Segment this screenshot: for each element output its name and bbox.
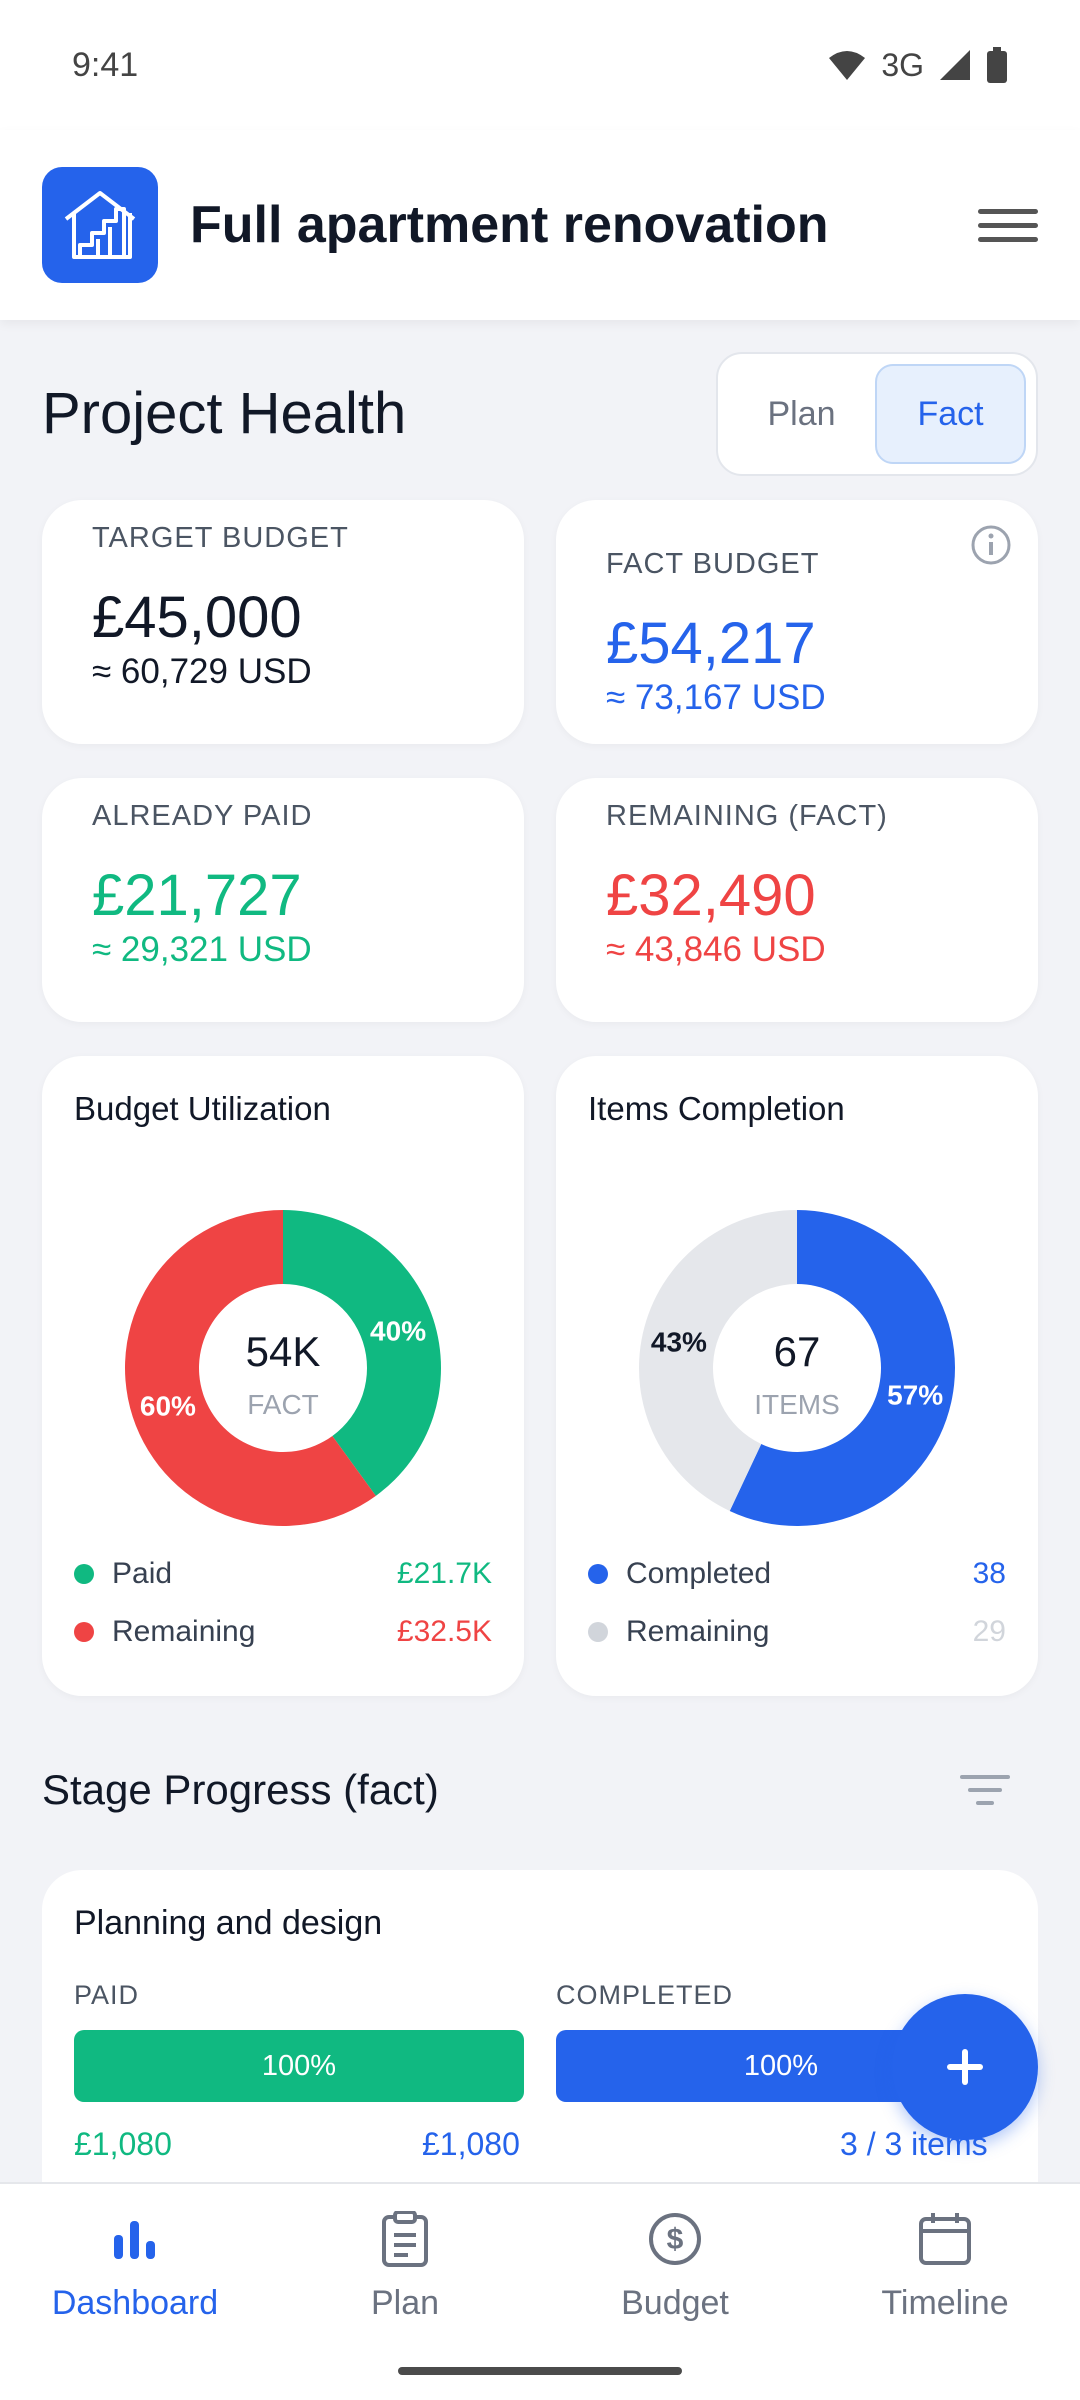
- stat-label: REMAINING (FACT): [606, 800, 888, 832]
- stage-name: Planning and design: [74, 1904, 383, 1942]
- legend-dot-completed: [588, 1564, 608, 1584]
- chart-title: Items Completion: [588, 1090, 845, 1127]
- legend-dot-remaining: [74, 1622, 94, 1642]
- completed-label: COMPLETED: [556, 1980, 734, 2010]
- donut-pct-label-remaining: 43%: [651, 1327, 707, 1358]
- paid-label: PAID: [74, 1980, 140, 2010]
- legend-label: Remaining: [112, 1615, 256, 1648]
- stat-label: FACT BUDGET: [606, 548, 820, 580]
- home-indicator: [398, 2367, 682, 2375]
- donut-slice-remaining: [124, 1210, 376, 1526]
- legend-remaining: Remaining 29: [588, 1612, 1006, 1652]
- nav-budget[interactable]: $ Budget: [540, 2204, 810, 2334]
- bar-chart-icon: [114, 2221, 155, 2259]
- stat-sub: ≈ 73,167 USD: [606, 678, 826, 717]
- paid-progress-bar: 100%: [74, 2030, 524, 2102]
- cell-signal-icon: [940, 50, 970, 80]
- stat-value: £54,217: [606, 611, 816, 676]
- clipboard-icon: [382, 2211, 428, 2267]
- legend-completed: Completed 38: [588, 1554, 1006, 1594]
- nav-plan[interactable]: Plan: [270, 2204, 540, 2334]
- stat-value: £21,727: [92, 863, 302, 928]
- calendar-icon: [919, 2213, 971, 2265]
- legend-remaining: Remaining £32.5K: [74, 1612, 492, 1652]
- network-type: 3G: [881, 46, 924, 83]
- status-time: 9:41: [72, 45, 139, 84]
- toggle-fact[interactable]: Fact: [875, 364, 1026, 464]
- chart-title: Budget Utilization: [74, 1090, 331, 1127]
- stat-label: ALREADY PAID: [92, 800, 313, 832]
- plus-icon: [947, 2049, 983, 2085]
- stage-card[interactable]: Planning and design PAID COMPLETED 100% …: [42, 1870, 1038, 2190]
- nav-label: Dashboard: [51, 2284, 219, 2322]
- legend-value: 38: [972, 1557, 1006, 1590]
- donut-slice-paid: [283, 1210, 441, 1496]
- budget-utilization-card: Budget Utilization 40% 60% 54K FACT Paid £2…: [42, 1056, 524, 1696]
- nav-timeline[interactable]: Timeline: [810, 2204, 1080, 2334]
- donut-center-label: ITEMS: [754, 1389, 840, 1420]
- page-title: Project Health: [42, 381, 407, 446]
- donut-slice-completed: [729, 1210, 955, 1526]
- donut-center-label: FACT: [247, 1389, 319, 1420]
- battery-icon: [987, 47, 1007, 83]
- items-completion-card: Items Completion 57% 43% 67 ITEMS Completed…: [556, 1056, 1038, 1696]
- bottom-nav: Dashboard Plan $ Budget: [0, 2182, 1080, 2400]
- stat-sub: ≈ 60,729 USD: [92, 652, 312, 691]
- nav-label: Timeline: [881, 2284, 1009, 2322]
- legend-label: Remaining: [626, 1615, 770, 1648]
- legend-value: £21.7K: [396, 1557, 492, 1590]
- legend-value: £32.5K: [396, 1615, 492, 1648]
- donut-pct-label-completed: 57%: [887, 1379, 943, 1410]
- items-donut-chart: 57% 43% 67 ITEMS: [639, 1210, 955, 1526]
- total-amount: £1,080: [422, 2126, 520, 2162]
- nav-dashboard[interactable]: Dashboard: [0, 2204, 270, 2334]
- stat-sub: ≈ 43,846 USD: [606, 930, 826, 969]
- donut-center-value: 54K: [246, 1328, 321, 1375]
- already-paid-card: ALREADY PAID £21,727 ≈ 29,321 USD: [42, 778, 524, 1022]
- legend-label: Completed: [626, 1557, 772, 1590]
- paid-amount: £1,080: [74, 2126, 172, 2162]
- plan-fact-toggle: Plan Fact: [716, 352, 1038, 476]
- target-budget-card: TARGET BUDGET £45,000 ≈ 60,729 USD: [42, 500, 524, 744]
- filter-icon[interactable]: [960, 1775, 1010, 1815]
- donut-pct-label-remaining: 60%: [140, 1390, 196, 1421]
- stat-value: £45,000: [92, 585, 302, 650]
- info-icon[interactable]: [970, 524, 1012, 566]
- status-icons: 3G: [827, 47, 1008, 84]
- stage-progress-title: Stage Progress (fact): [42, 1766, 439, 1813]
- budget-donut-chart: 40% 60% 54K FACT: [124, 1210, 441, 1526]
- hamburger-menu-icon[interactable]: [978, 195, 1038, 255]
- svg-text:$: $: [667, 2223, 684, 2256]
- status-bar: 9:41 3G: [0, 0, 1080, 130]
- stat-sub: ≈ 29,321 USD: [92, 930, 312, 969]
- house-stairs-icon: [42, 167, 158, 283]
- app-title: Full apartment renovation: [190, 196, 829, 254]
- legend-label: Paid: [112, 1557, 173, 1590]
- fact-budget-card: FACT BUDGET £54,217 ≈ 73,167 USD: [556, 500, 1038, 744]
- nav-label: Plan: [370, 2284, 440, 2322]
- legend-dot-remaining: [588, 1622, 608, 1642]
- legend-paid: Paid £21.7K: [74, 1554, 492, 1594]
- add-button[interactable]: [892, 1994, 1038, 2140]
- stat-value: £32,490: [606, 863, 816, 928]
- toggle-plan[interactable]: Plan: [767, 394, 836, 433]
- donut-pct-label-paid: 40%: [370, 1316, 426, 1347]
- stat-label: TARGET BUDGET: [92, 522, 349, 554]
- donut-slice-remaining: [639, 1210, 797, 1511]
- donut-center-value: 67: [774, 1328, 821, 1375]
- dollar-circle-icon: $: [649, 2213, 701, 2265]
- app-header: Full apartment renovation: [0, 130, 1080, 320]
- legend-dot-paid: [74, 1564, 94, 1584]
- wifi-icon: [829, 51, 866, 80]
- legend-value: 29: [972, 1615, 1006, 1648]
- remaining-fact-card: REMAINING (FACT) £32,490 ≈ 43,846 USD: [556, 778, 1038, 1022]
- nav-label: Budget: [621, 2284, 729, 2322]
